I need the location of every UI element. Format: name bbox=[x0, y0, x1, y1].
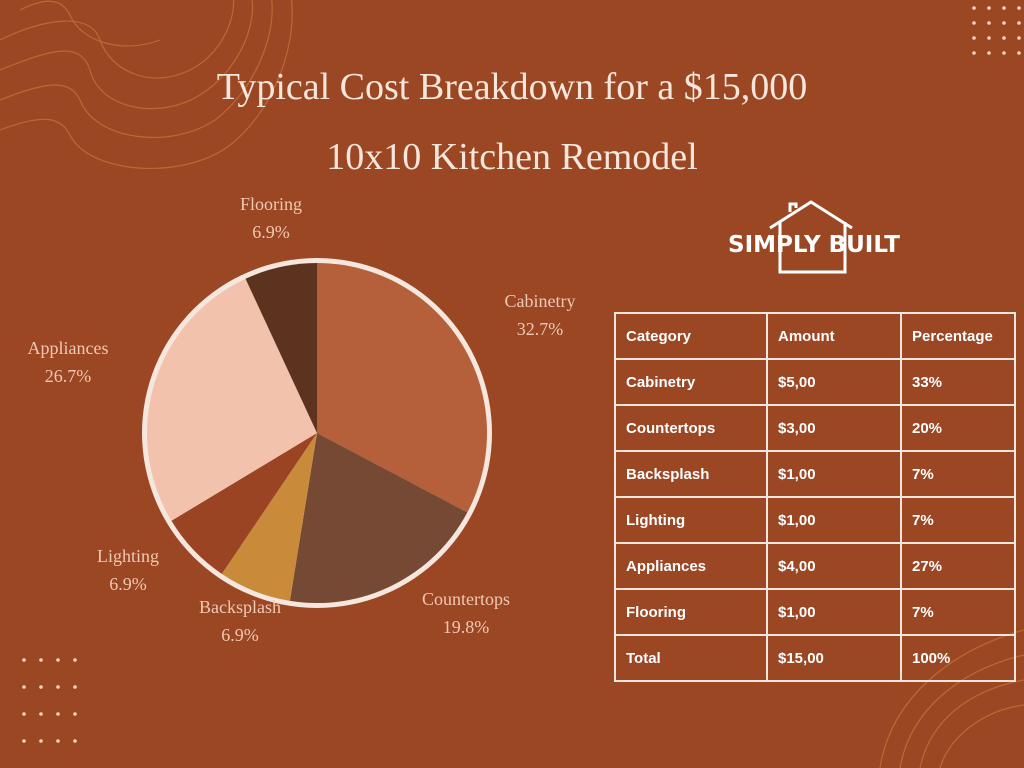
dot bbox=[56, 658, 60, 662]
table-cell: Amount bbox=[766, 312, 902, 360]
table-row: Countertops $3,00 20% bbox=[614, 404, 1016, 452]
dot bbox=[1002, 21, 1006, 25]
table-cell: Cabinetry bbox=[614, 358, 768, 406]
table-cell: 33% bbox=[900, 358, 1016, 406]
table-cell: Total bbox=[614, 634, 768, 682]
slice-label: Cabinetry bbox=[505, 291, 576, 311]
slice-label: Backsplash bbox=[199, 597, 281, 617]
dot bbox=[1017, 21, 1021, 25]
decoration bbox=[22, 6, 1021, 743]
dot bbox=[22, 685, 26, 689]
dot bbox=[972, 21, 976, 25]
dot bbox=[987, 51, 991, 55]
table-cell: $1,00 bbox=[766, 588, 902, 636]
table-cell: $3,00 bbox=[766, 404, 902, 452]
logo-icon bbox=[769, 200, 853, 274]
table-cell: 20% bbox=[900, 404, 1016, 452]
table-cell: $1,00 bbox=[766, 450, 902, 498]
slice-label: Flooring bbox=[240, 194, 302, 214]
pie-slice bbox=[147, 278, 317, 521]
value-label: 6.9% bbox=[109, 574, 147, 594]
dot bbox=[39, 712, 43, 716]
value-label: 32.7% bbox=[517, 319, 564, 339]
dot bbox=[972, 36, 976, 40]
dot bbox=[39, 685, 43, 689]
table-cell: Percentage bbox=[900, 312, 1016, 360]
table-cell: Flooring bbox=[614, 588, 768, 636]
table-cell: Category bbox=[614, 312, 768, 360]
dot bbox=[56, 712, 60, 716]
value-label: 6.9% bbox=[252, 222, 290, 242]
dot bbox=[56, 739, 60, 743]
logo-text: SIMPLY BUILT bbox=[728, 232, 900, 258]
value-label: 26.7% bbox=[45, 366, 92, 386]
table-cell: $1,00 bbox=[766, 496, 902, 544]
pie-slice bbox=[289, 433, 468, 603]
dot bbox=[1002, 6, 1006, 10]
table-row: Cabinetry $5,00 33% bbox=[614, 358, 1016, 406]
dot bbox=[1017, 36, 1021, 40]
slice-label: Lighting bbox=[97, 546, 159, 566]
dot bbox=[987, 36, 991, 40]
dot bbox=[22, 739, 26, 743]
table-cell: $5,00 bbox=[766, 358, 902, 406]
slice-label: Appliances bbox=[28, 338, 109, 358]
table-row: Backsplash $1,00 7% bbox=[614, 450, 1016, 498]
dot bbox=[22, 712, 26, 716]
pie-slice bbox=[171, 433, 317, 574]
table-row: Flooring $1,00 7% bbox=[614, 588, 1016, 636]
slice-label: Countertops bbox=[422, 589, 510, 609]
table-cell: $4,00 bbox=[766, 542, 902, 590]
table-cell: Appliances bbox=[614, 542, 768, 590]
table-cell: 100% bbox=[900, 634, 1016, 682]
dot bbox=[56, 685, 60, 689]
dot bbox=[972, 6, 976, 10]
table-cell: Countertops bbox=[614, 404, 768, 452]
dot bbox=[73, 739, 77, 743]
pie-slice bbox=[245, 263, 317, 433]
dot bbox=[972, 51, 976, 55]
table: Category Amount Percentage Cabinetry $5,00 33… bbox=[614, 312, 1016, 682]
table-cell: $15,00 bbox=[766, 634, 902, 682]
dot bbox=[1002, 51, 1006, 55]
dot bbox=[73, 712, 77, 716]
dot bbox=[73, 658, 77, 662]
table-row: Appliances $4,00 27% bbox=[614, 542, 1016, 590]
chart-title: Typical Cost Breakdown for a $15,000 10x… bbox=[216, 66, 808, 178]
table-cell: 27% bbox=[900, 542, 1016, 590]
pie-slice bbox=[317, 263, 487, 513]
dot bbox=[987, 6, 991, 10]
table-cell: Backsplash bbox=[614, 450, 768, 498]
dot bbox=[39, 739, 43, 743]
table-cell: 7% bbox=[900, 588, 1016, 636]
value-label: 19.8% bbox=[443, 617, 490, 637]
dot bbox=[1002, 36, 1006, 40]
table-row: Category Amount Percentage bbox=[614, 312, 1016, 360]
table-cell: Lighting bbox=[614, 496, 768, 544]
dot bbox=[22, 658, 26, 662]
table-cell: 7% bbox=[900, 450, 1016, 498]
dot bbox=[1017, 51, 1021, 55]
value-label: 6.9% bbox=[221, 625, 259, 645]
table-cell: 7% bbox=[900, 496, 1016, 544]
dot bbox=[1017, 6, 1021, 10]
table-row: Lighting $1,00 7% bbox=[614, 496, 1016, 544]
dot bbox=[987, 21, 991, 25]
pie-slice bbox=[221, 433, 317, 601]
dot bbox=[73, 685, 77, 689]
table-row: Total $15,00 100% bbox=[614, 634, 1016, 682]
dot bbox=[39, 658, 43, 662]
